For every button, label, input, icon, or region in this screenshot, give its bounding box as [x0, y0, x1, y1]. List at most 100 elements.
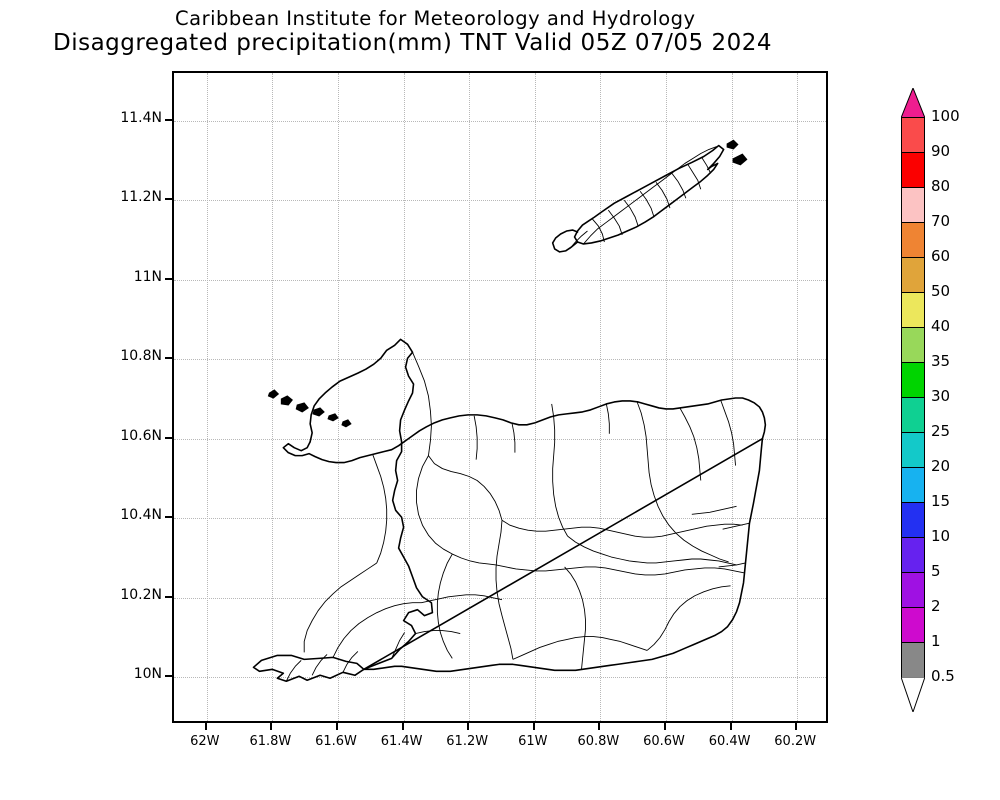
- colorbar-tick-label: 40: [931, 317, 951, 335]
- gridline-horizontal: [174, 518, 826, 520]
- gridline-vertical: [600, 73, 602, 721]
- x-axis-tick-label: 61W: [518, 734, 548, 749]
- colorbar-tick-label: 1: [931, 632, 941, 650]
- gridline-vertical: [534, 73, 536, 721]
- x-axis-tick-mark: [401, 723, 404, 730]
- institution-title: Caribbean Institute for Meteorology and …: [175, 7, 696, 30]
- y-axis-tick-label: 11.2N: [120, 189, 162, 206]
- x-axis-tick-mark: [336, 723, 338, 730]
- gridline-horizontal: [174, 597, 826, 599]
- little-tobago-islet: [726, 139, 748, 166]
- colorbar-tick-label: 5: [931, 562, 941, 580]
- colorbar-segment: [902, 153, 924, 188]
- y-axis-tick-mark: [165, 198, 172, 201]
- y-axis-tick-label: 11.4N: [120, 109, 162, 126]
- colorbar-segment: [902, 608, 924, 643]
- colorbar: [901, 88, 925, 712]
- gridline-horizontal: [174, 359, 826, 361]
- colorbar-over-arrow: [901, 88, 925, 118]
- colorbar-tick-label: 0.5: [931, 667, 955, 685]
- x-axis-tick-mark: [204, 723, 207, 730]
- y-axis-tick-mark: [165, 675, 172, 678]
- x-axis-tick-label: 61.6W: [315, 734, 357, 749]
- x-axis-tick-label: 60.8W: [577, 734, 620, 749]
- y-axis-tick-mark: [165, 357, 172, 360]
- x-axis-tick-mark: [467, 723, 470, 730]
- colorbar-segment: [902, 468, 924, 503]
- gridline-horizontal: [174, 200, 826, 202]
- x-axis-tick-label: 62W: [190, 734, 220, 749]
- y-axis-tick-label: 10N: [133, 666, 162, 683]
- map-plot-area: [172, 71, 828, 723]
- x-axis-tick-mark: [729, 723, 732, 730]
- colorbar-segments: [901, 117, 925, 678]
- x-axis-tick-label: 61.2W: [446, 734, 489, 749]
- colorbar-tick-label: 25: [931, 422, 951, 440]
- gridline-horizontal: [174, 120, 826, 122]
- colorbar-segment: [902, 573, 924, 608]
- y-axis-tick-mark: [165, 277, 172, 280]
- colorbar-tick-label: 100: [931, 107, 960, 125]
- gridline-vertical: [338, 73, 339, 721]
- colorbar-segment: [902, 223, 924, 258]
- gridline-vertical: [206, 73, 208, 721]
- colorbar-tick-label: 50: [931, 282, 951, 300]
- bocas-islands: [267, 389, 352, 428]
- map-geometry: [174, 73, 826, 721]
- y-axis-tick-mark: [165, 118, 172, 121]
- x-axis-tick-mark: [270, 723, 273, 730]
- colorbar-under-arrow: [901, 677, 925, 712]
- colorbar-tick-label: 80: [931, 177, 951, 195]
- colorbar-segment: [902, 188, 924, 223]
- x-axis-tick-label: 60.2W: [774, 734, 817, 749]
- y-axis-tick-label: 10.2N: [120, 586, 162, 603]
- colorbar-segment: [902, 258, 924, 293]
- colorbar-segment: [902, 118, 924, 153]
- colorbar-tick-label: 2: [931, 597, 941, 615]
- colorbar-segment: [902, 538, 924, 573]
- x-axis-tick-label: 61.4W: [380, 734, 423, 749]
- gridline-vertical: [403, 73, 405, 721]
- tobago-parish-boundaries: [569, 146, 717, 250]
- trinidad-coastline: [252, 338, 767, 683]
- y-axis-tick-mark: [165, 436, 172, 439]
- x-axis-tick-mark: [795, 723, 798, 730]
- colorbar-segment: [902, 363, 924, 398]
- gridline-horizontal: [174, 279, 826, 281]
- colorbar-tick-label: 20: [931, 457, 951, 475]
- tobago-coastline: [551, 144, 725, 253]
- colorbar-segment: [902, 433, 924, 468]
- y-axis-tick-mark: [165, 516, 172, 519]
- y-axis-tick-label: 10.6N: [120, 427, 162, 444]
- x-axis-tick-mark: [664, 723, 666, 730]
- y-axis-tick-label: 10.4N: [120, 507, 162, 524]
- x-axis-tick-label: 60.6W: [643, 734, 685, 749]
- gridline-horizontal: [174, 677, 826, 679]
- gridline-horizontal: [174, 438, 826, 440]
- y-axis-tick-label: 11N: [133, 268, 162, 285]
- colorbar-segment: [902, 328, 924, 363]
- y-axis-tick-label: 10.8N: [120, 348, 162, 365]
- gridline-vertical: [797, 73, 799, 721]
- colorbar-segment: [902, 293, 924, 328]
- x-axis-tick-mark: [532, 723, 535, 730]
- y-axis-tick-mark: [165, 595, 172, 598]
- x-axis-tick-mark: [598, 723, 601, 730]
- x-axis-tick-label: 60.4W: [708, 734, 751, 749]
- gridlines: [174, 73, 826, 721]
- gridline-vertical: [469, 73, 471, 721]
- page-title: Disaggregated precipitation(mm) TNT Vali…: [53, 30, 773, 56]
- gridline-vertical: [666, 73, 667, 721]
- colorbar-tick-label: 90: [931, 142, 951, 160]
- gridline-vertical: [731, 73, 733, 721]
- colorbar-tick-label: 35: [931, 352, 951, 370]
- colorbar-tick-label: 10: [931, 527, 951, 545]
- colorbar-segment: [902, 643, 924, 678]
- colorbar-tick-label: 60: [931, 247, 951, 265]
- x-axis-tick-label: 61.8W: [249, 734, 292, 749]
- trinidad-administrative-boundaries: [285, 352, 750, 682]
- title-block: Caribbean Institute for Meteorology and …: [0, 0, 1000, 64]
- colorbar-tick-label: 30: [931, 387, 951, 405]
- colorbar-segment: [902, 398, 924, 433]
- colorbar-tick-label: 15: [931, 492, 951, 510]
